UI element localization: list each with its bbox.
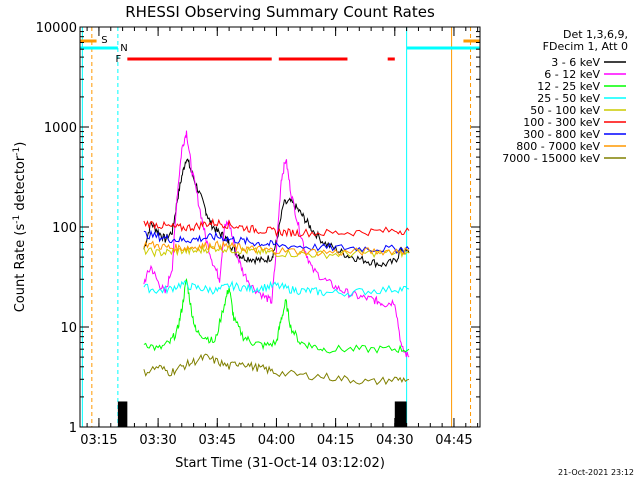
y-axis-label: Count Rate (s-1 detector-1) (12, 142, 28, 313)
y-axis-label-mid: detector (13, 155, 28, 215)
plot-area: S NF (80, 27, 480, 427)
y-axis-label-exp1: -1 (12, 215, 22, 224)
night-label: N (120, 43, 127, 54)
series-line (143, 130, 410, 358)
legend-item-label: 100 - 300 keV (523, 116, 600, 129)
saa-label: S (101, 35, 107, 46)
legend-item-label: 6 - 12 keV (544, 68, 600, 81)
x-tick-label: 04:30 (376, 433, 413, 448)
legend-item-label: 25 - 50 keV (537, 92, 600, 105)
legend: Det 1,3,6,9, FDecim 1, Att 0 3 - 6 keV6 … (502, 28, 628, 165)
series-line (143, 243, 410, 260)
y-axis-label-main: Count Rate (s (13, 224, 28, 313)
x-tick-label: 03:15 (80, 433, 117, 448)
x-tick-label: 04:45 (435, 433, 472, 448)
y-tick-label: 1 (69, 421, 77, 436)
x-axis: 03:15 03:30 03:45 04:00 04:15 04:30 04:45 (80, 27, 479, 448)
chart-title: RHESSI Observing Summary Count Rates (125, 3, 435, 21)
series-line (143, 229, 410, 255)
legend-item-label: 3 - 6 keV (551, 56, 600, 69)
series-line (143, 278, 410, 354)
legend-header-line-1: Det 1,3,6,9, (563, 28, 628, 41)
series-line (143, 217, 410, 238)
legend-item-label: 800 - 7000 keV (516, 140, 600, 153)
y-tick-label: 1000 (44, 121, 77, 136)
flare-label: F (116, 54, 122, 65)
x-tick-label: 04:00 (258, 433, 295, 448)
series-line (143, 240, 410, 257)
y-axis-label-end: ) (13, 142, 28, 147)
legend-item-label: 300 - 800 keV (523, 128, 600, 141)
x-tick-label: 04:15 (317, 433, 354, 448)
series-line (143, 353, 410, 386)
legend-item-label: 12 - 25 keV (537, 80, 600, 93)
y-axis-label-exp2: -1 (12, 147, 22, 156)
y-tick-label: 10000 (36, 21, 77, 36)
y-tick-label: 10 (60, 321, 77, 336)
x-tick-label: 03:30 (139, 433, 176, 448)
legend-item-label: 7000 - 15000 keV (502, 152, 600, 165)
footer-timestamp: 21-Oct-2021 23:12 (558, 468, 634, 477)
series-line (143, 158, 410, 269)
x-axis-label: Start Time (31-Oct-14 03:12:02) (175, 456, 385, 471)
series-line (143, 280, 410, 298)
dropout-block (394, 401, 407, 427)
x-tick-label: 03:45 (199, 433, 236, 448)
y-axis: 1 10 100 1000 10000 (36, 21, 480, 436)
y-tick-label: 100 (52, 221, 77, 236)
legend-item-label: 50 - 100 keV (530, 104, 600, 117)
legend-header-line-2: FDecim 1, Att 0 (543, 40, 628, 53)
dropout-block (117, 401, 128, 427)
